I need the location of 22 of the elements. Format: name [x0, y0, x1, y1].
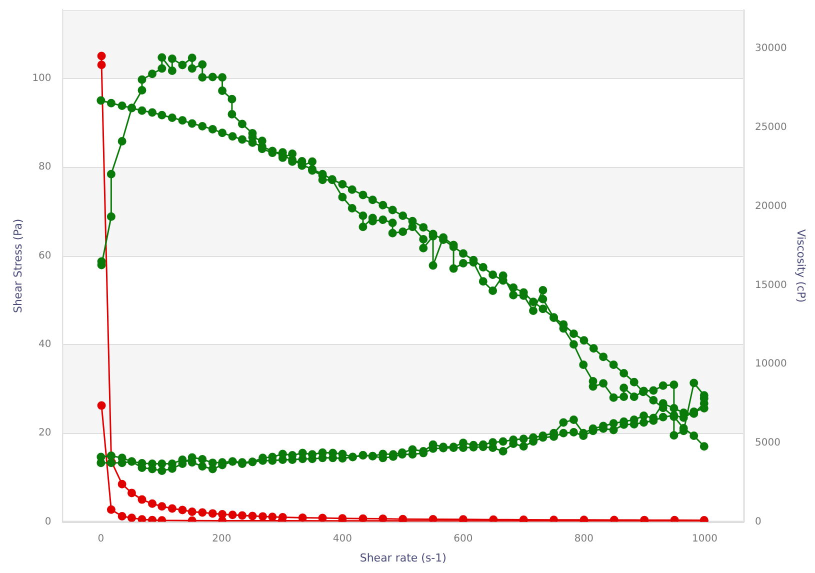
x-tick-label: 600 — [454, 533, 473, 544]
y-tick-label: 100 — [32, 72, 52, 84]
y-tick-label: 60 — [38, 250, 52, 262]
y2-tick-label: 15000 — [754, 280, 787, 291]
y2-tick-label: 30000 — [754, 43, 787, 54]
x-axis-title: Shear rate (s-1) — [360, 551, 446, 564]
y2-tick-label: 0 — [754, 516, 762, 528]
x-tick-label: 1000 — [692, 533, 718, 544]
y-tick-label: 20 — [38, 428, 52, 439]
x-tick-label: 400 — [332, 533, 352, 544]
x-tick-label: 800 — [574, 533, 594, 544]
x-tick-label: 0 — [98, 533, 104, 544]
y2-tick-label: 20000 — [754, 200, 787, 212]
y-axis-title: Shear Stress (Pa) — [11, 218, 24, 314]
y2-tick-label: 10000 — [754, 358, 787, 370]
y-tick-label: 0 — [44, 516, 52, 528]
y-tick-label: 40 — [38, 338, 52, 350]
y2-tick-label: 5000 — [754, 438, 780, 449]
y-tick-label: 80 — [38, 162, 52, 173]
x-tick-label: 200 — [212, 533, 232, 544]
y2-axis-title: Viscosity (cP) — [794, 229, 808, 303]
y2-tick-label: 25000 — [754, 122, 787, 134]
